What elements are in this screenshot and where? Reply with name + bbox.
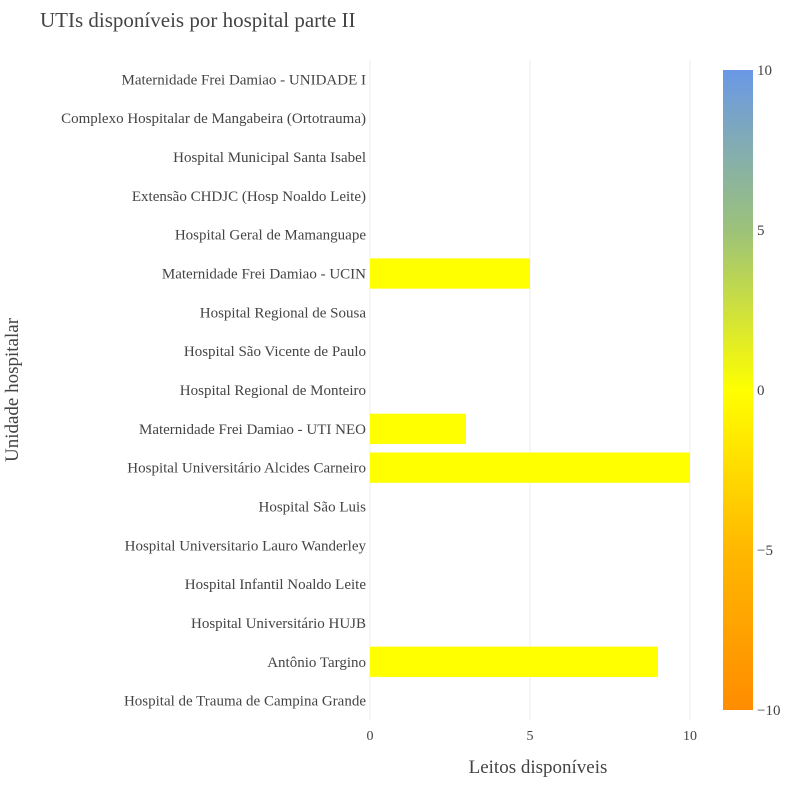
y-tick-label: Antônio Targino: [267, 655, 366, 671]
y-tick-label: Extensão CHDJC (Hosp Noaldo Leite): [132, 189, 366, 205]
x-axis-title: Leitos disponíveis: [469, 757, 608, 778]
y-tick-label: Hospital de Trauma de Campina Grande: [124, 694, 366, 710]
gridlines: [369, 60, 691, 720]
bars: [370, 258, 690, 677]
x-tick-label: 5: [527, 729, 534, 744]
y-tick-label: Maternidade Frei Damiao - UCIN: [162, 267, 366, 283]
x-tick-labels: 0 5 10: [367, 729, 698, 744]
chart-title: UTIs disponíveis por hospital parte II: [40, 8, 356, 32]
y-tick-label: Complexo Hospitalar de Mangabeira (Ortot…: [61, 111, 366, 127]
colorbar-tick-label: 5: [757, 223, 765, 239]
y-axis-title: Unidade hospitalar: [2, 317, 23, 462]
y-tick-label: Hospital Geral de Mamanguape: [175, 228, 367, 244]
y-tick-label: Hospital Municipal Santa Isabel: [173, 150, 366, 166]
y-tick-label: Hospital São Vicente de Paulo: [184, 344, 366, 360]
y-tick-label: Maternidade Frei Damiao - UNIDADE I: [121, 72, 366, 88]
bar: [370, 452, 690, 483]
y-tick-label: Hospital Universitario Lauro Wanderley: [125, 538, 367, 554]
y-tick-label: Hospital Universitário Alcides Carneiro: [127, 461, 366, 477]
x-tick-label: 10: [683, 729, 697, 744]
x-tick-label: 0: [367, 729, 374, 744]
y-tick-labels: Maternidade Frei Damiao - UNIDADE I Compl…: [61, 72, 366, 709]
colorbar-tick-labels: 10 5 0 −5 −10: [757, 63, 780, 719]
colorbar-tick-label: 10: [757, 63, 772, 79]
colorbar-tick-label: −5: [757, 543, 773, 559]
colorbar-tick-label: 0: [757, 383, 765, 399]
bar: [370, 646, 658, 677]
y-tick-label: Hospital Regional de Monteiro: [180, 383, 366, 399]
y-tick-label: Hospital São Luis: [259, 499, 367, 515]
y-tick-label: Hospital Infantil Noaldo Leite: [185, 577, 367, 593]
bar: [370, 258, 530, 289]
bar: [370, 413, 466, 444]
y-tick-label: Maternidade Frei Damiao - UTI NEO: [139, 422, 366, 438]
colorbar: [723, 70, 753, 710]
y-tick-label: Hospital Regional de Sousa: [200, 305, 367, 321]
y-tick-label: Hospital Universitário HUJB: [191, 616, 366, 632]
colorbar-tick-label: −10: [757, 703, 780, 719]
